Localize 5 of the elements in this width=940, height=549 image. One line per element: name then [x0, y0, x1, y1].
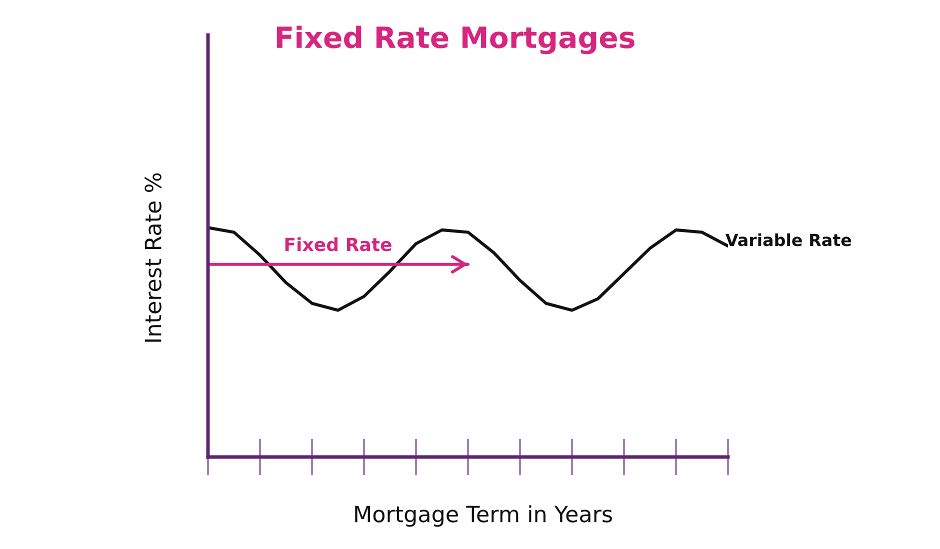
y-axis-title: Interest Rate %: [144, 173, 162, 342]
series-label: Variable Rate: [725, 233, 852, 246]
series-label: Fixed Rate: [285, 237, 392, 252]
x-axis-title: Mortgage Term in Years: [355, 505, 612, 527]
chart-title: Fixed Rate Mortgages: [276, 26, 634, 54]
